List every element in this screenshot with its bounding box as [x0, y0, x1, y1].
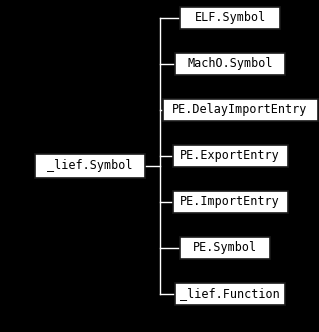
FancyBboxPatch shape — [162, 99, 317, 121]
Text: _lief.Symbol: _lief.Symbol — [47, 159, 133, 173]
FancyBboxPatch shape — [35, 154, 145, 178]
Text: PE.Symbol: PE.Symbol — [193, 241, 257, 255]
FancyBboxPatch shape — [173, 191, 287, 213]
Text: _lief.Function: _lief.Function — [180, 288, 280, 300]
Text: MachO.Symbol: MachO.Symbol — [187, 57, 273, 70]
FancyBboxPatch shape — [173, 145, 287, 167]
Text: PE.ExportEntry: PE.ExportEntry — [180, 149, 280, 162]
Text: PE.ImportEntry: PE.ImportEntry — [180, 196, 280, 208]
FancyBboxPatch shape — [180, 237, 270, 259]
FancyBboxPatch shape — [175, 283, 285, 305]
FancyBboxPatch shape — [180, 7, 280, 29]
Text: ELF.Symbol: ELF.Symbol — [194, 12, 266, 25]
Text: PE.DelayImportEntry: PE.DelayImportEntry — [172, 104, 308, 117]
FancyBboxPatch shape — [175, 53, 285, 75]
